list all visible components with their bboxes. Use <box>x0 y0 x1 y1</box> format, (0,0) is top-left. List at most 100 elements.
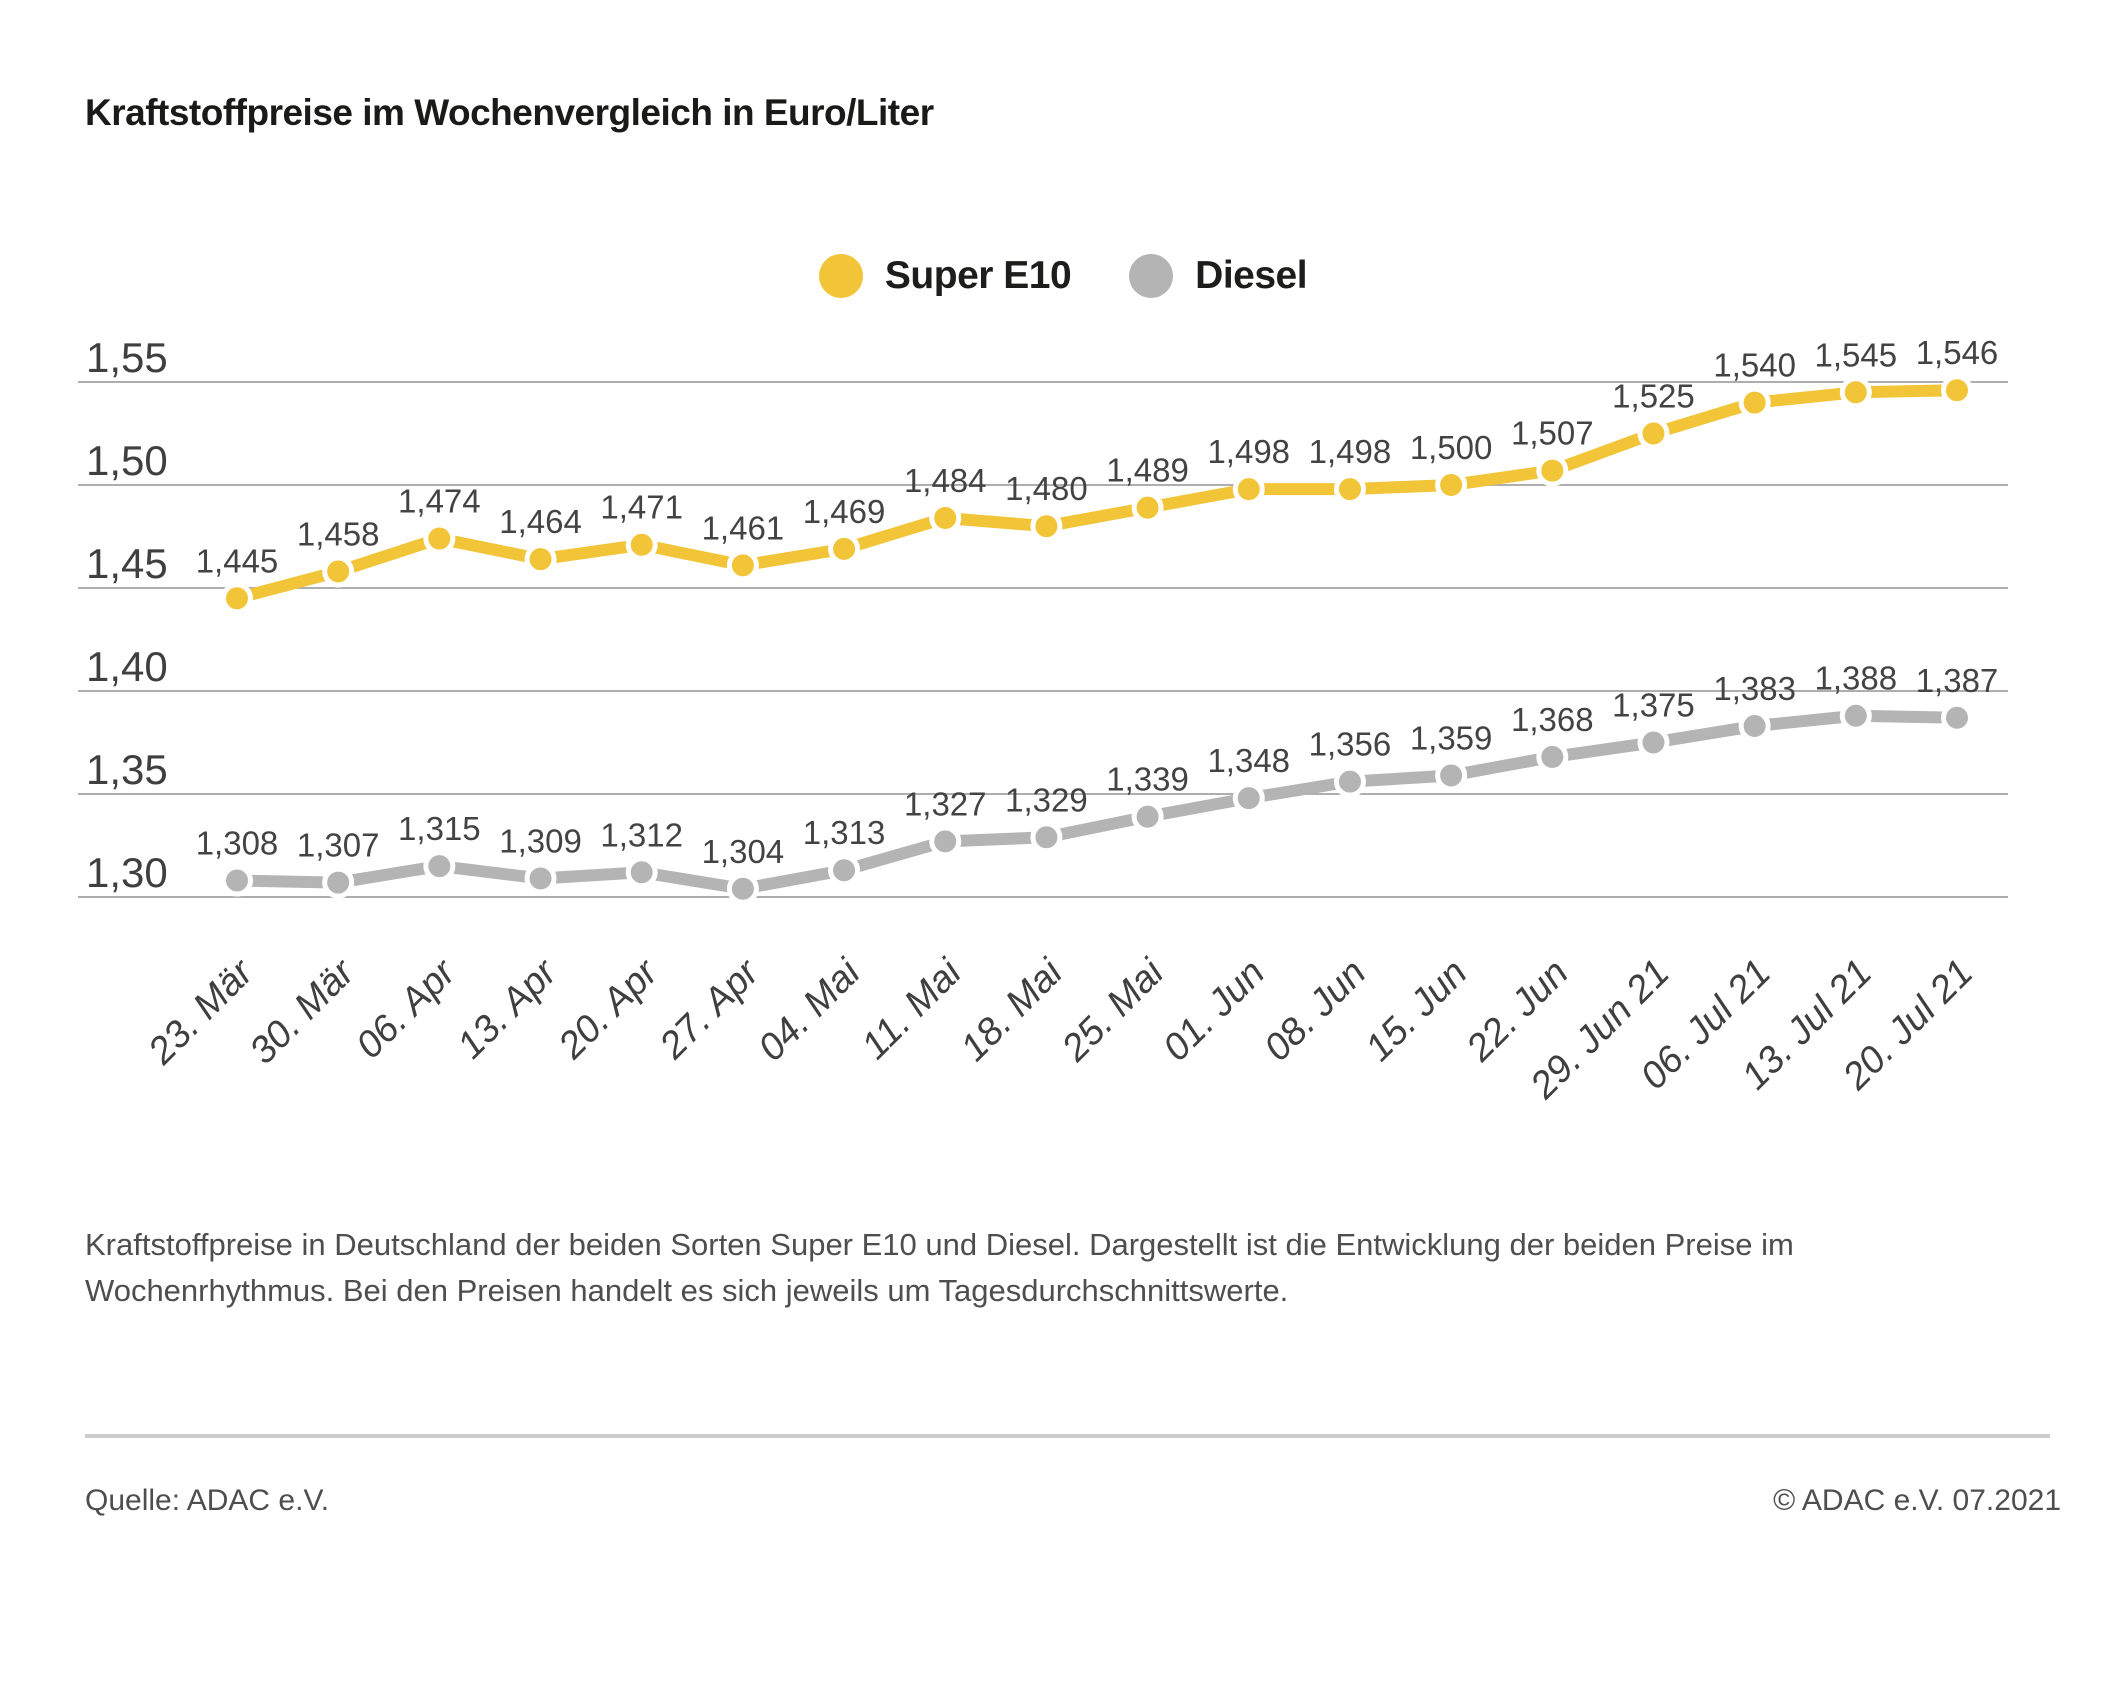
data-point-diesel <box>625 856 658 889</box>
data-label-diesel: 1,356 <box>1309 726 1392 763</box>
series-line-diesel <box>231 709 1963 895</box>
x-tick-label: 13. Jul 21 <box>1734 952 1880 1098</box>
legend-dot-icon <box>1129 254 1174 298</box>
x-tick-label: 18. Mai <box>953 951 1072 1070</box>
legend-dot-icon <box>818 254 863 298</box>
legend: Super E10 Diesel <box>0 254 2126 298</box>
data-point-diesel <box>929 825 962 858</box>
data-label-diesel: 1,388 <box>1815 660 1898 697</box>
data-point-super-e10 <box>625 528 658 561</box>
data-point-super-e10 <box>1536 454 1569 487</box>
data-point-super-e10 <box>1030 510 1063 543</box>
data-point-diesel <box>726 872 759 905</box>
data-label-super-e10: 1,489 <box>1106 452 1189 489</box>
legend-item-diesel: Diesel <box>1129 254 1308 298</box>
data-label-diesel: 1,387 <box>1916 662 1999 699</box>
data-label-diesel: 1,315 <box>398 810 481 847</box>
data-label-super-e10: 1,464 <box>499 503 582 540</box>
x-tick-label: 06. Jul 21 <box>1633 952 1779 1098</box>
x-tick-label: 13. Apr <box>450 951 566 1067</box>
data-point-diesel <box>524 862 557 895</box>
x-tick-label: 30. Mär <box>242 951 364 1073</box>
data-point-super-e10 <box>1131 491 1164 524</box>
data-point-diesel <box>1333 765 1366 798</box>
data-point-super-e10 <box>1738 386 1771 419</box>
data-point-diesel <box>1435 759 1468 792</box>
data-point-diesel <box>322 866 355 899</box>
data-label-super-e10: 1,507 <box>1511 415 1594 452</box>
data-label-super-e10: 1,480 <box>1005 470 1088 507</box>
data-point-super-e10 <box>1839 376 1872 409</box>
data-label-super-e10: 1,469 <box>803 493 886 530</box>
data-point-super-e10 <box>221 582 253 615</box>
y-tick-label: 1,30 <box>86 849 168 896</box>
y-tick-label: 1,55 <box>86 334 168 381</box>
data-label-diesel: 1,348 <box>1207 742 1290 779</box>
data-label-diesel: 1,368 <box>1511 701 1594 738</box>
data-label-super-e10: 1,471 <box>600 489 683 526</box>
data-label-super-e10: 1,498 <box>1309 433 1392 470</box>
data-label-diesel: 1,327 <box>904 785 987 822</box>
x-tick-label: 15. Jun <box>1358 952 1476 1070</box>
series-line-super-e10 <box>231 384 1963 605</box>
data-point-diesel <box>1232 782 1265 815</box>
data-label-diesel: 1,312 <box>600 816 683 853</box>
x-tick-label: 29. Jun 21 <box>1522 952 1678 1108</box>
x-tick-label: 22. Jun <box>1458 952 1577 1071</box>
data-label-super-e10: 1,461 <box>702 509 785 546</box>
x-tick-label: 06. Apr <box>348 951 464 1067</box>
legend-item-label: Super E10 <box>884 254 1072 297</box>
x-tick-label: 23. Mär <box>140 951 262 1073</box>
data-label-super-e10: 1,500 <box>1410 429 1493 466</box>
data-point-super-e10 <box>322 555 355 588</box>
legend-item-label: Diesel <box>1195 254 1308 297</box>
data-point-diesel <box>1738 710 1771 743</box>
data-point-super-e10 <box>524 543 557 576</box>
data-point-diesel <box>1030 821 1063 854</box>
data-label-super-e10: 1,525 <box>1612 378 1695 415</box>
data-point-diesel <box>1941 701 1973 734</box>
chart-description: Kraftstoffpreise in Deutschland der beid… <box>85 1227 1794 1308</box>
data-label-super-e10: 1,498 <box>1207 433 1290 470</box>
data-label-super-e10: 1,445 <box>196 542 279 579</box>
data-point-super-e10 <box>1941 374 1973 407</box>
x-tick-label: 20. Apr <box>550 951 667 1068</box>
data-point-super-e10 <box>1435 469 1468 501</box>
y-tick-label: 1,35 <box>86 746 168 793</box>
data-label-diesel: 1,329 <box>1005 781 1088 818</box>
x-tick-label: 27. Apr <box>651 951 768 1068</box>
data-point-diesel <box>221 864 253 897</box>
x-tick-label: 20. Jul 21 <box>1834 952 1981 1099</box>
y-tick-label: 1,50 <box>86 437 168 484</box>
data-point-super-e10 <box>828 532 861 565</box>
data-point-diesel <box>423 850 456 883</box>
data-point-super-e10 <box>726 549 759 582</box>
divider <box>85 1434 2050 1438</box>
data-label-super-e10: 1,484 <box>904 462 987 499</box>
data-label-diesel: 1,313 <box>803 814 886 851</box>
data-point-diesel <box>1536 740 1569 773</box>
data-label-diesel: 1,304 <box>702 833 785 870</box>
data-label-diesel: 1,375 <box>1612 687 1695 724</box>
x-tick-label: 25. Mai <box>1053 951 1173 1071</box>
data-label-super-e10: 1,546 <box>1916 334 1999 371</box>
data-point-super-e10 <box>1232 473 1265 506</box>
data-point-super-e10 <box>423 522 456 555</box>
x-tick-label: 11. Mai <box>854 951 971 1068</box>
data-label-super-e10: 1,474 <box>398 483 481 520</box>
source-label: Quelle: ADAC e.V. <box>85 1484 330 1517</box>
data-label-super-e10: 1,545 <box>1815 336 1898 373</box>
data-point-super-e10 <box>1637 417 1670 450</box>
data-label-diesel: 1,339 <box>1106 761 1189 798</box>
data-label-diesel: 1,359 <box>1410 719 1493 756</box>
data-label-super-e10: 1,540 <box>1713 347 1796 384</box>
y-tick-label: 1,40 <box>86 643 168 690</box>
copyright-label: © ADAC e.V. 07.2021 <box>1773 1484 2061 1517</box>
data-point-diesel <box>1839 699 1872 732</box>
data-point-super-e10 <box>929 501 962 534</box>
data-label-diesel: 1,383 <box>1713 670 1796 707</box>
data-label-super-e10: 1,458 <box>297 516 380 553</box>
data-point-diesel <box>828 854 861 887</box>
chart-title: Kraftstoffpreise im Wochenvergleich in E… <box>85 92 934 133</box>
legend-item-super-e10: Super E10 <box>818 254 1072 298</box>
